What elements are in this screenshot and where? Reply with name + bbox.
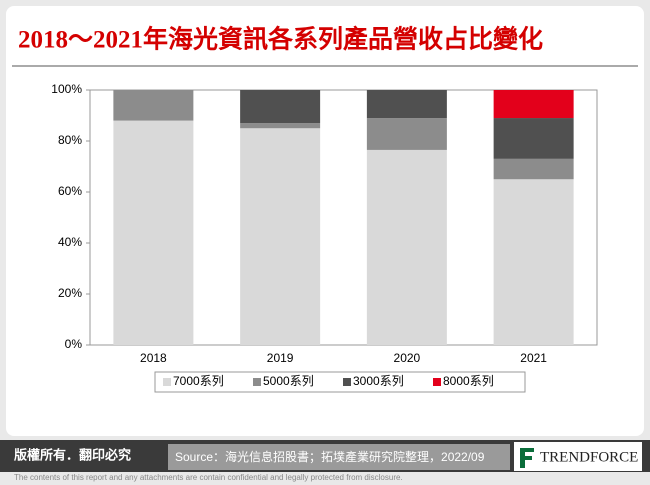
bar-segment bbox=[366, 118, 447, 150]
x-tick-label: 2018 bbox=[140, 351, 167, 365]
bar-segment bbox=[493, 158, 574, 180]
source: Source：海光信息招股書；拓墣產業研究院整理，2022/09 bbox=[175, 449, 485, 464]
y-tick-label: 0% bbox=[65, 337, 83, 351]
bar-segment bbox=[366, 149, 447, 345]
bar-segment bbox=[493, 179, 574, 345]
legend-label: 7000系列 bbox=[173, 374, 224, 388]
bar-segment bbox=[366, 90, 447, 119]
legend-box bbox=[154, 371, 526, 393]
legend-label: 3000系列 bbox=[353, 374, 404, 388]
copyright: 版權所有．翻印必究 bbox=[14, 447, 131, 462]
bar-segment bbox=[113, 120, 194, 345]
bar-segment bbox=[240, 123, 321, 129]
bar-segment bbox=[493, 90, 574, 119]
bar-segment bbox=[240, 128, 321, 345]
y-tick-label: 20% bbox=[58, 286, 82, 300]
source-box bbox=[168, 444, 510, 470]
bar-segment bbox=[240, 90, 321, 124]
y-tick-label: 100% bbox=[51, 82, 82, 96]
y-tick-label: 40% bbox=[58, 235, 82, 249]
legend-swatch bbox=[253, 378, 261, 386]
legend-swatch bbox=[343, 378, 351, 386]
bar-segment bbox=[113, 90, 194, 121]
x-tick-label: 2020 bbox=[394, 351, 421, 365]
logo-box bbox=[514, 442, 642, 471]
disclaimer: The contents of this report and any atta… bbox=[14, 473, 403, 482]
legend-swatch bbox=[163, 378, 171, 386]
x-tick-label: 2021 bbox=[520, 351, 547, 365]
legend-label: 8000系列 bbox=[443, 374, 494, 388]
legend-swatch bbox=[433, 378, 441, 386]
logo: TRENDFORCE bbox=[540, 449, 638, 465]
logo-icon bbox=[520, 448, 534, 468]
x-tick-label: 2019 bbox=[267, 351, 294, 365]
y-tick-label: 60% bbox=[58, 184, 82, 198]
chart-title: 2018～2021年海光資訊各系列產品營收占比變化 bbox=[18, 25, 543, 54]
bar-segment bbox=[493, 118, 574, 159]
y-tick-label: 80% bbox=[58, 133, 82, 147]
legend-label: 5000系列 bbox=[263, 374, 314, 388]
